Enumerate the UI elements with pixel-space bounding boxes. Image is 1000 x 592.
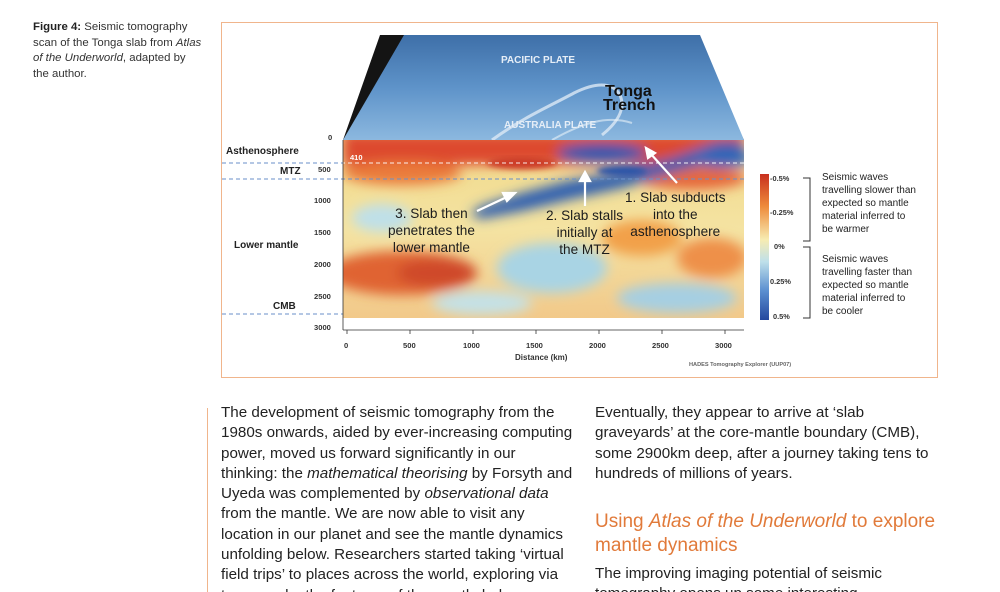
cmb-label: CMB	[273, 301, 296, 312]
scale-tick: 0.5%	[773, 312, 790, 321]
figure-credit: HADES Tomography Explorer (UUP07)	[689, 362, 792, 368]
depth-tick: 500	[318, 165, 331, 174]
x-tick-marks	[346, 330, 726, 334]
depth-410-label: 410	[350, 153, 363, 162]
distance-tick: 0	[344, 341, 349, 350]
colour-scale-bar	[760, 174, 769, 320]
depth-tick: 3000	[314, 323, 331, 332]
x-axis-label: Distance (km)	[515, 353, 568, 362]
asthenosphere-label: Asthenosphere	[226, 146, 299, 157]
tomography-figure	[222, 35, 811, 334]
fast-bracket	[803, 246, 811, 319]
caption-label: Figure 4:	[33, 21, 82, 33]
fast-waves-legend: Seismic waves travelling faster than exp…	[822, 254, 913, 317]
depth-tick: 1000	[314, 196, 331, 205]
depth-tick: 2000	[314, 260, 331, 269]
australia-plate-label: AUSTRALIA PLATE	[504, 120, 597, 131]
annotation-slab-penetrates: 3. Slab then penetrates the lower mantle	[388, 206, 475, 255]
trench-ridge	[551, 118, 633, 141]
pacific-plate-label: PACIFIC PLATE	[501, 55, 576, 66]
tonga-trench-label-2: Trench	[603, 97, 656, 114]
distance-tick: 500	[403, 341, 416, 350]
distance-tick: 1000	[463, 341, 480, 350]
body-right-column: Eventually, they appear to arrive at ‘sl…	[595, 403, 940, 484]
depth-tick: 0	[328, 133, 333, 142]
tonga-trench-label-1: Tonga	[605, 83, 652, 100]
body-left-column: The development of seismic tomography fr…	[221, 403, 576, 592]
depth-tick: 1500	[314, 228, 331, 237]
bathymetry-map	[343, 35, 744, 140]
mtz-label: MTZ	[280, 166, 301, 177]
distance-tick: 2500	[652, 341, 669, 350]
distance-tick: 3000	[715, 341, 732, 350]
scale-tick: 0%	[774, 242, 785, 251]
scale-tick: 0.25%	[770, 277, 791, 286]
caption-text: Seismic tomography scan of the Tonga sla…	[33, 21, 188, 49]
body-paragraph-right-2: The improving imaging potential of seism…	[595, 565, 883, 592]
slow-bracket	[803, 177, 811, 242]
annotation-slab-subducts: 1. Slab subducts into the asthenosphere	[625, 190, 726, 239]
column-rule	[207, 408, 208, 592]
lower-mantle-label: Lower mantle	[234, 240, 299, 251]
annotation-arrows	[476, 145, 678, 212]
distance-tick: 2000	[589, 341, 606, 350]
body-paragraph: The development of seismic tomography fr…	[221, 404, 573, 592]
annotation-slab-stalls: 2. Slab stalls initially at the MTZ	[546, 208, 624, 257]
distance-tick: 1500	[526, 341, 543, 350]
section-heading: Using Atlas of the Underworld to explore…	[595, 511, 936, 556]
scale-tick: -0.5%	[770, 174, 790, 183]
figure-caption: Figure 4: Seismic tomography scan of the…	[33, 20, 203, 82]
depth-tick: 2500	[314, 292, 331, 301]
slow-waves-legend: Seismic waves travelling slower than exp…	[822, 172, 916, 235]
caption-source: Atlas of the Underworld	[33, 36, 202, 65]
body-paragraph-right: Eventually, they appear to arrive at ‘sl…	[595, 404, 929, 482]
figure-frame: PACIFIC PLATE Tonga Trench AUSTRALIA PLA…	[221, 22, 938, 378]
tonga-trench-line	[491, 83, 624, 142]
caption-text-after: , adapted by the author.	[33, 52, 186, 80]
scale-tick: -0.25%	[770, 208, 794, 217]
